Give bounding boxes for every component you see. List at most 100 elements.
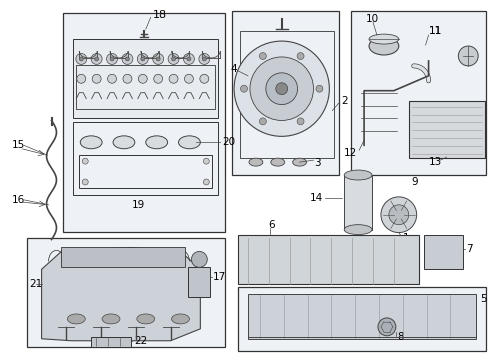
Ellipse shape: [344, 170, 372, 180]
Circle shape: [192, 251, 207, 267]
Text: 17: 17: [213, 272, 226, 282]
Ellipse shape: [80, 136, 102, 149]
Circle shape: [297, 118, 304, 125]
Circle shape: [95, 57, 98, 61]
Circle shape: [79, 57, 83, 61]
Circle shape: [266, 73, 297, 105]
Bar: [91, 337, 131, 347]
Ellipse shape: [271, 158, 285, 166]
Text: 2: 2: [341, 96, 348, 105]
Circle shape: [381, 197, 416, 233]
Circle shape: [250, 57, 314, 121]
Circle shape: [125, 57, 129, 61]
Circle shape: [183, 54, 195, 64]
Text: 9: 9: [412, 177, 418, 187]
Circle shape: [168, 54, 179, 64]
Bar: [76, 65, 215, 109]
Polygon shape: [248, 294, 476, 339]
Circle shape: [184, 74, 194, 83]
Circle shape: [172, 57, 175, 61]
Circle shape: [107, 54, 118, 64]
Bar: [232, 11, 339, 175]
Circle shape: [77, 74, 86, 83]
Circle shape: [202, 57, 206, 61]
Bar: [74, 39, 218, 118]
Bar: [61, 247, 185, 267]
Circle shape: [141, 57, 145, 61]
Circle shape: [82, 179, 88, 185]
Ellipse shape: [344, 225, 372, 235]
Circle shape: [297, 53, 304, 59]
Circle shape: [203, 158, 209, 164]
Circle shape: [187, 57, 191, 61]
Circle shape: [91, 54, 102, 64]
Text: 11: 11: [429, 26, 442, 36]
Bar: [189, 267, 210, 297]
Circle shape: [110, 57, 114, 61]
Bar: [238, 235, 418, 284]
Circle shape: [316, 85, 323, 92]
Circle shape: [203, 179, 209, 185]
Circle shape: [138, 74, 147, 83]
Ellipse shape: [178, 136, 200, 149]
Text: 1: 1: [403, 233, 410, 243]
Text: 12: 12: [344, 148, 357, 158]
Bar: [409, 100, 485, 158]
Text: 20: 20: [222, 137, 235, 147]
Text: 22: 22: [134, 336, 147, 346]
Circle shape: [153, 54, 164, 64]
Circle shape: [389, 205, 409, 225]
Bar: [79, 155, 212, 188]
Text: 15: 15: [12, 140, 25, 150]
Circle shape: [123, 74, 132, 83]
Circle shape: [122, 54, 133, 64]
Text: 10: 10: [366, 14, 379, 24]
Circle shape: [276, 83, 288, 95]
Circle shape: [378, 318, 396, 336]
Bar: [351, 11, 486, 175]
Ellipse shape: [293, 158, 307, 166]
Circle shape: [156, 57, 160, 61]
Text: 6: 6: [268, 220, 274, 230]
Text: 8: 8: [397, 332, 403, 342]
Ellipse shape: [137, 314, 155, 324]
Text: 7: 7: [466, 244, 473, 255]
Circle shape: [82, 158, 88, 164]
Text: 16: 16: [12, 195, 25, 205]
Ellipse shape: [369, 34, 399, 44]
Bar: [26, 238, 225, 347]
Text: 19: 19: [132, 200, 146, 210]
Circle shape: [259, 53, 267, 59]
Circle shape: [108, 74, 117, 83]
Bar: [238, 287, 486, 351]
Text: 21: 21: [30, 279, 43, 289]
Circle shape: [76, 54, 87, 64]
Text: 11: 11: [429, 26, 442, 36]
Circle shape: [154, 74, 163, 83]
Ellipse shape: [113, 136, 135, 149]
Text: 14: 14: [310, 193, 323, 203]
Text: 18: 18: [153, 10, 167, 20]
Circle shape: [234, 41, 329, 136]
Circle shape: [92, 74, 101, 83]
Bar: [63, 13, 225, 231]
Text: 3: 3: [315, 158, 321, 168]
Ellipse shape: [369, 37, 399, 55]
Circle shape: [199, 54, 210, 64]
Circle shape: [458, 46, 478, 66]
Text: 13: 13: [429, 157, 442, 167]
Circle shape: [169, 74, 178, 83]
Bar: [74, 122, 218, 195]
Text: 5: 5: [480, 294, 487, 304]
Circle shape: [241, 85, 247, 92]
Ellipse shape: [102, 314, 120, 324]
Circle shape: [137, 54, 148, 64]
Circle shape: [259, 118, 267, 125]
Bar: [344, 175, 372, 230]
Text: 4: 4: [230, 64, 237, 74]
Ellipse shape: [146, 136, 168, 149]
Ellipse shape: [249, 158, 263, 166]
Ellipse shape: [172, 314, 190, 324]
Ellipse shape: [68, 314, 85, 324]
Circle shape: [200, 74, 209, 83]
